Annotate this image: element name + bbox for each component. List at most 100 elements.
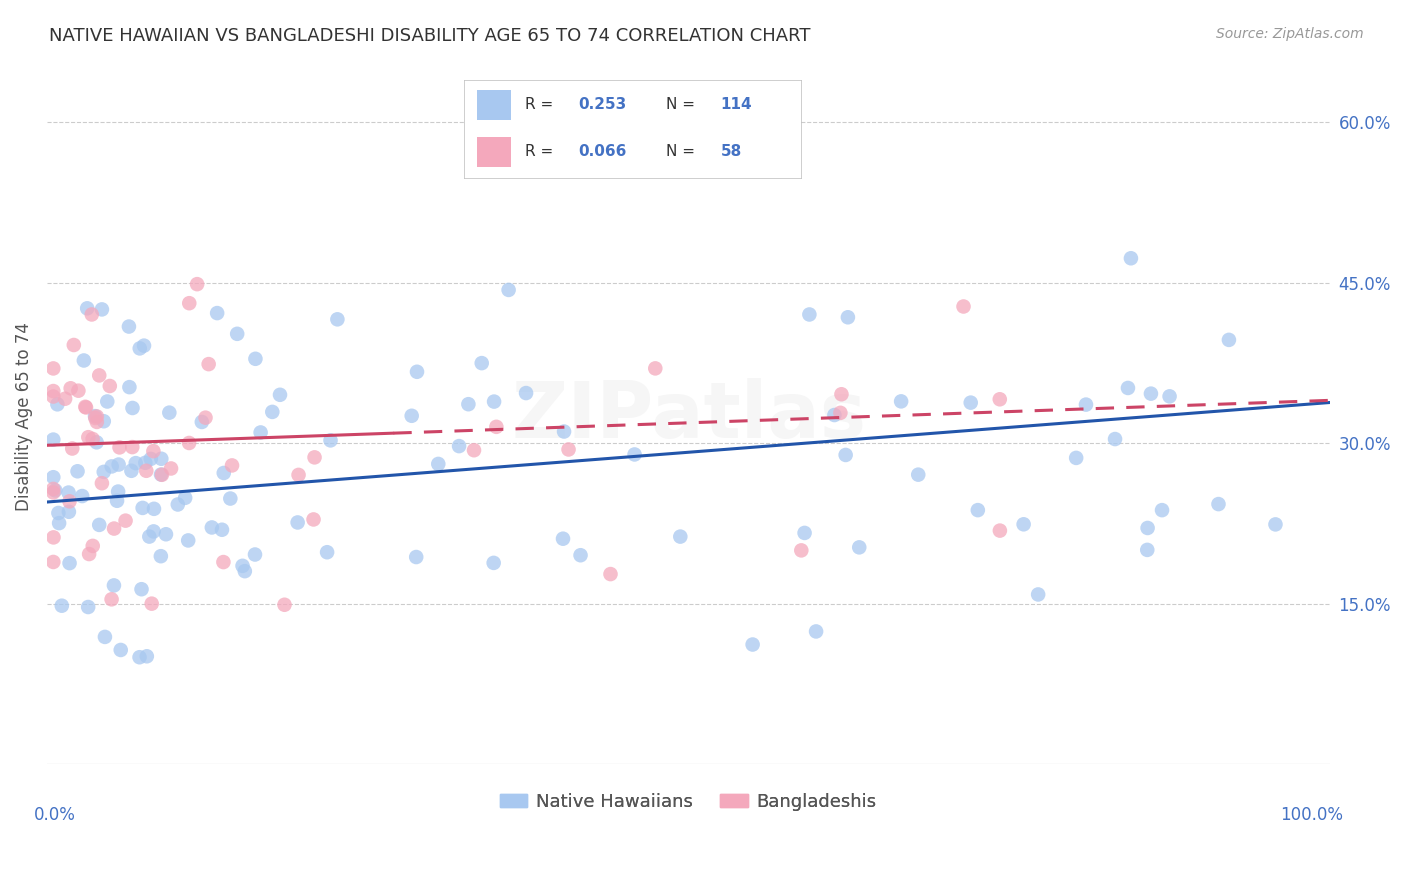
Point [211,523,233,537]
Point [103,578,125,592]
Point [86,409,108,424]
Point [42,433,65,447]
Point [76,301,98,316]
Text: 0.066: 0.066 [579,145,627,160]
Text: N =: N = [666,97,700,112]
Point [157,406,180,420]
Text: R =: R = [524,97,558,112]
Point [132,338,155,352]
Point [58,485,80,500]
Point [42,482,65,496]
Point [48,506,70,520]
Point [197,357,219,371]
Point [485,420,508,434]
Point [60,442,83,456]
Point [1136,521,1159,535]
Point [515,386,537,401]
Point [966,503,988,517]
Point [243,548,266,562]
Point [837,310,859,325]
Point [427,457,450,471]
Point [75,401,97,415]
Point [177,436,200,450]
Point [96,394,118,409]
Point [952,300,974,314]
Point [830,387,852,401]
Point [100,459,122,474]
Point [406,365,429,379]
Point [44,483,66,498]
Point [1136,542,1159,557]
Text: 58: 58 [720,145,742,160]
Point [1119,252,1142,266]
Text: ZIPatlas: ZIPatlas [510,378,866,454]
Point [1116,381,1139,395]
Point [107,484,129,499]
Point [959,395,981,409]
Point [150,467,173,482]
Point [316,545,339,559]
Point [59,381,82,395]
Point [498,283,520,297]
Text: R =: R = [524,145,558,160]
Point [121,440,143,454]
Point [834,448,856,462]
Point [150,451,173,466]
Point [107,458,129,472]
Point [1140,386,1163,401]
Point [1159,389,1181,403]
Point [1064,450,1087,465]
Point [482,556,505,570]
Point [105,493,128,508]
Point [551,532,574,546]
Point [201,520,224,534]
Point [177,533,200,548]
Point [569,548,592,562]
Point [799,308,821,322]
Point [121,401,143,415]
Point [131,582,153,597]
Point [599,567,621,582]
Text: 0.253: 0.253 [579,97,627,112]
Point [1074,398,1097,412]
Legend: Native Hawaiians, Bangladeshis: Native Hawaiians, Bangladeshis [494,786,884,818]
Point [1026,587,1049,601]
Point [110,643,132,657]
Point [63,338,86,352]
FancyBboxPatch shape [478,137,512,167]
Point [553,425,575,439]
Point [219,491,242,506]
Point [269,388,291,402]
Text: 0.0%: 0.0% [34,806,76,824]
Point [118,380,141,394]
Point [160,461,183,475]
Point [205,306,228,320]
Point [557,442,579,457]
Point [793,525,815,540]
Point [988,524,1011,538]
Point [53,392,76,406]
Point [82,539,104,553]
Point [1150,503,1173,517]
Point [233,564,256,578]
Point [58,505,80,519]
Point [143,501,166,516]
Point [58,494,80,508]
Text: 100.0%: 100.0% [1279,806,1343,824]
Point [82,432,104,446]
Point [125,456,148,470]
Point [134,456,156,470]
Point [644,361,666,376]
Point [89,517,111,532]
Point [232,558,254,573]
Point [471,356,494,370]
Point [249,425,271,440]
Point [1012,517,1035,532]
Point [155,527,177,541]
Y-axis label: Disability Age 65 to 74: Disability Age 65 to 74 [15,322,32,511]
Point [75,400,97,414]
Point [114,514,136,528]
Point [142,524,165,539]
Text: N =: N = [666,145,700,160]
Point [58,556,80,570]
